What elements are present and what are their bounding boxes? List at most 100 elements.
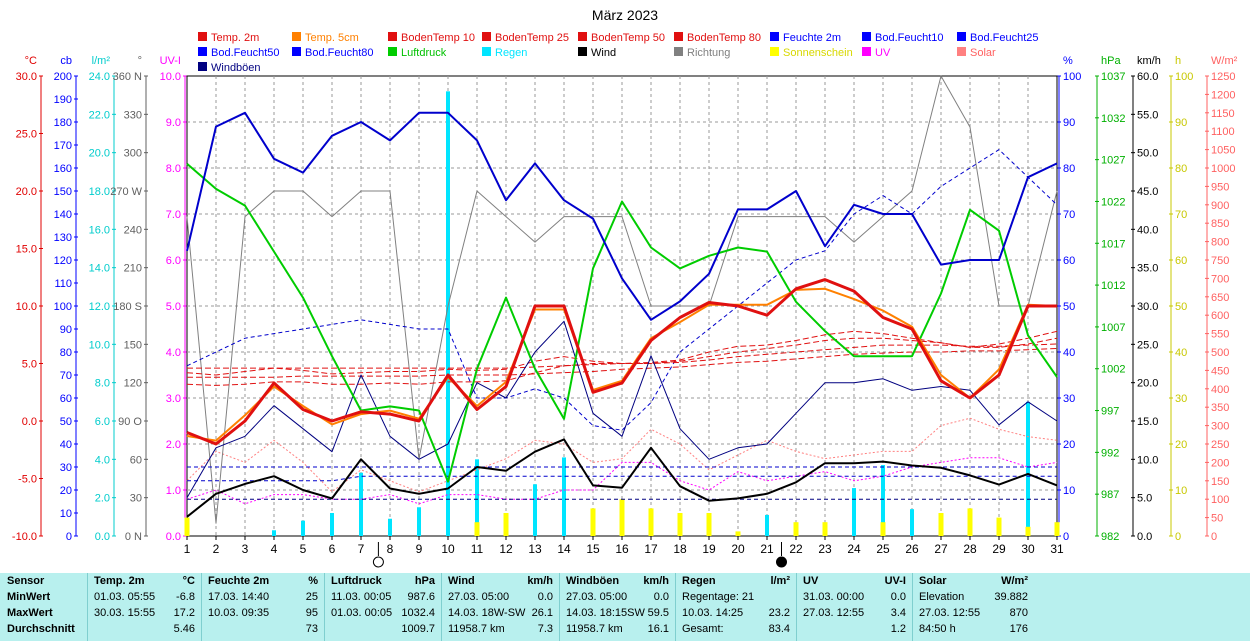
x-tick-label: 24	[847, 542, 861, 556]
axis-tick-label: 15.0	[1137, 416, 1158, 428]
x-tick-label: 28	[963, 542, 977, 556]
stats-hum-min: 25	[305, 591, 318, 603]
chart-title: März 2023	[592, 7, 658, 23]
full-moon-icon	[372, 556, 384, 568]
bar-regen	[881, 465, 885, 536]
x-tick-label: 22	[789, 542, 803, 556]
stats-rain-max-time: 10.03. 14:25	[682, 607, 744, 619]
x-tick-label: 30	[1021, 542, 1035, 556]
axis-tick-label: 25.0	[16, 129, 37, 141]
axis-tick-label: 1007	[1101, 322, 1125, 334]
axis-tick-label: 90	[1063, 117, 1075, 129]
legend-label: Temp. 5cm	[305, 32, 359, 44]
x-tick-label: 15	[586, 542, 600, 556]
stats-uv-header: UV	[803, 575, 819, 587]
stats-hum-max: 95	[305, 607, 318, 619]
legend-swatch	[198, 47, 207, 56]
axis-unit-sun: h	[1175, 55, 1181, 67]
axis-tick-label: 60	[60, 393, 72, 405]
axis-tick-label: 100	[54, 301, 72, 313]
stats-rain-header: Regen	[682, 575, 716, 587]
axis-tick-label: 1150	[1211, 108, 1235, 120]
axis-tick-label: -10.0	[12, 531, 37, 543]
x-tick-label: 17	[644, 542, 658, 556]
axis-tick-label: 600	[1211, 310, 1229, 322]
stats-temp-header: Temp. 2m	[94, 575, 145, 587]
axis-unit-cb: cb	[60, 55, 72, 67]
bar-regen	[359, 472, 363, 536]
axis-tick-label: 10.0	[1137, 454, 1158, 466]
axis-tick-label: 5.0	[22, 359, 37, 371]
axis-unit-solar: W/m²	[1211, 55, 1238, 67]
bar-sonnenschein	[1025, 526, 1031, 536]
axis-tick-label: 300	[124, 148, 142, 160]
bar-regen	[562, 457, 566, 536]
legend-label: Solar	[970, 47, 996, 59]
legend-swatch	[482, 32, 491, 41]
legend-swatch	[482, 47, 491, 56]
axis-tick-label: 15.0	[16, 244, 37, 256]
axis-tick-label: 9.0	[166, 117, 181, 129]
stats-pres-max: 1032.4	[401, 607, 435, 619]
x-tick-label: 1	[184, 542, 191, 556]
axis-tick-label: 200	[54, 71, 72, 83]
stats-wind-unit: km/h	[527, 575, 553, 587]
axis-tick-label: 20.0	[89, 148, 110, 160]
axis-tick-label: 40	[1175, 347, 1187, 359]
axis-tick-label: 80	[1175, 163, 1187, 175]
axis-tick-label: 150	[124, 339, 142, 351]
stats-gust-avg: 16.1	[647, 623, 669, 635]
axis-tick-label: 700	[1211, 273, 1229, 285]
axis-tick-label: 6.0	[95, 416, 110, 428]
axis-unit-pres: hPa	[1101, 55, 1121, 67]
axis-tick-label: 5.0	[1137, 493, 1152, 505]
legend-label: BodenTemp 25	[495, 32, 569, 44]
axis-tick-label: 80	[60, 347, 72, 359]
axis-tick-label: 70	[60, 370, 72, 382]
axis-tick-label: 1000	[1211, 163, 1235, 175]
stats-pres-min-time: 11.03. 00:05	[331, 591, 392, 603]
axis-tick-label: 300	[1211, 421, 1229, 433]
stats-uv-max-time: 27.03. 12:55	[803, 607, 865, 619]
axis-tick-label: 16.0	[89, 224, 110, 236]
legend-swatch	[862, 47, 871, 56]
stats-rain-total-label: Gesamt:	[682, 623, 724, 635]
axis-tick-label: 982	[1101, 531, 1119, 543]
axis-tick-label: 20	[1175, 439, 1187, 451]
x-tick-label: 26	[905, 542, 919, 556]
series-feuchte-2m	[186, 111, 1058, 321]
axis-tick-label: 270 W	[110, 186, 142, 198]
axis-tick-label: 500	[1211, 347, 1229, 359]
stats-wind-avg: 7.3	[537, 623, 553, 635]
legend-label: Temp. 2m	[211, 32, 259, 44]
series-bodentemp-80	[187, 348, 1058, 378]
stats-solar-unit: W/m²	[1001, 575, 1028, 587]
axis-tick-label: 120	[54, 255, 72, 267]
axis-temp: °C 30.0 25.0 20.0 15.0 10.0 5.0 0.0 -5.0 -10.0	[12, 55, 43, 543]
stats-pres-unit: hPa	[414, 575, 435, 587]
bar-sonnenschein	[590, 508, 596, 536]
axis-tick-label: 20	[60, 485, 72, 497]
axis-tick-label: 80	[1063, 163, 1075, 175]
legend-swatch	[862, 32, 871, 41]
stats-panel: Sensor MinWert MaxWert Durchschnitt Temp…	[0, 573, 1250, 641]
axis-unit-rain: l/m²	[92, 55, 111, 67]
stats-gust-max-time: 14.03. 18:15SW	[566, 607, 645, 619]
axis-tick-label: 400	[1211, 384, 1229, 396]
stats-temp-min: -6.8	[176, 591, 195, 603]
axis-tick-label: 30.0	[16, 71, 37, 83]
axis-tick-label: 40.0	[1137, 224, 1158, 236]
stats-pres-header: Luftdruck	[331, 575, 382, 587]
axis-tick-label: 0	[1063, 531, 1069, 543]
axis-tick-label: 60.0	[1137, 71, 1158, 83]
axis-tick-label: 100	[1063, 71, 1081, 83]
axis-tick-label: 1027	[1101, 155, 1125, 167]
bar-regen	[533, 484, 537, 536]
stats-temp-max-time: 30.03. 15:55	[94, 607, 156, 619]
axis-uv: UV-I 10.0 9.0 8.0 7.0 6.0 5.0 4.0 3.0 2.0 1.0 0.0	[160, 55, 187, 543]
axis-tick-label: 170	[54, 140, 72, 152]
axis-tick-label: 35.0	[1137, 263, 1158, 275]
x-tick-label: 4	[271, 542, 278, 556]
x-tick-label: 9	[416, 542, 423, 556]
bar-regen	[446, 91, 450, 536]
